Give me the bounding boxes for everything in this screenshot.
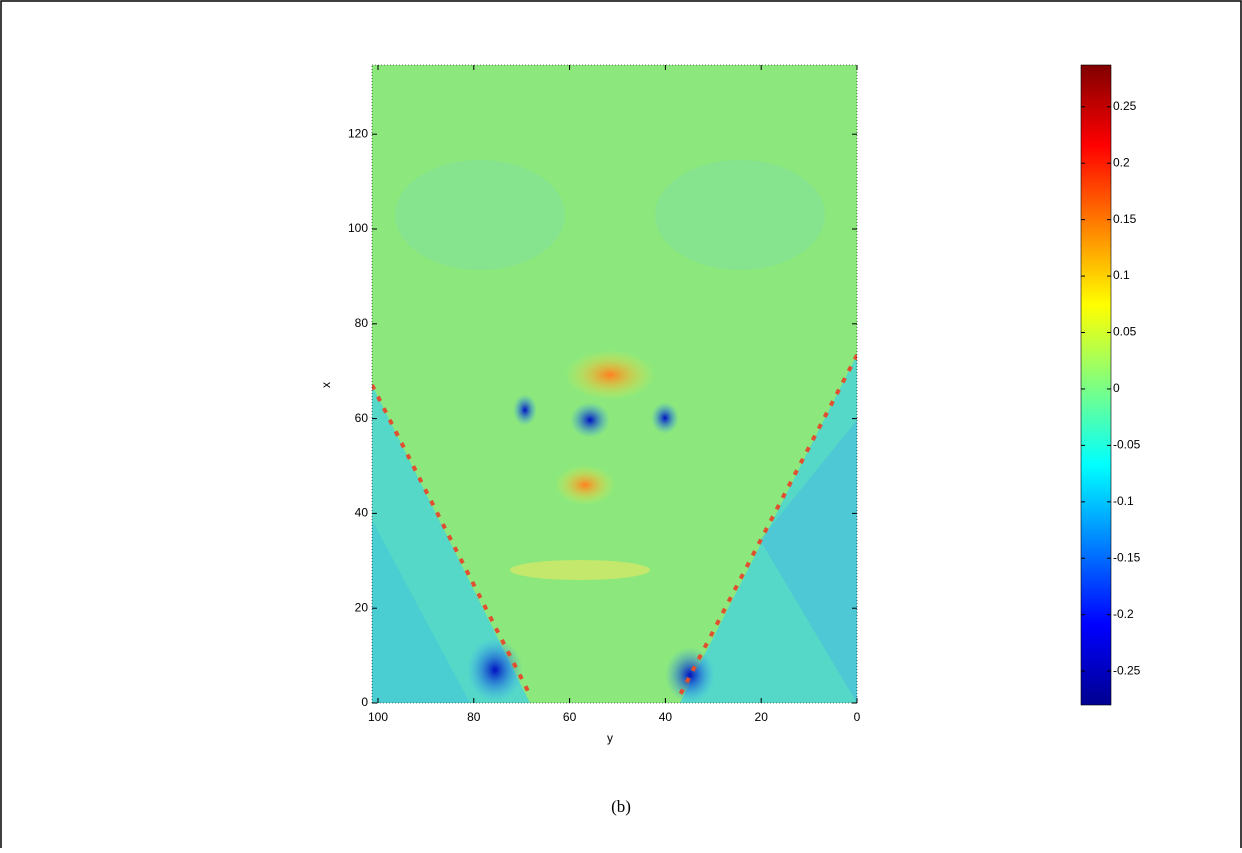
x-axis-label: y bbox=[607, 731, 613, 745]
colorbar-tick-label: 0.1 bbox=[1113, 268, 1130, 282]
x-tick-label: 80 bbox=[467, 710, 481, 724]
colorbar-tick-label: 0.25 bbox=[1113, 99, 1137, 113]
x-tick-label: 20 bbox=[755, 710, 769, 724]
y-tick-label: 0 bbox=[361, 695, 368, 709]
y-tick-label: 120 bbox=[348, 126, 368, 140]
y-tick-label: 60 bbox=[355, 411, 369, 425]
y-tick-label: 40 bbox=[355, 506, 369, 520]
x-tick-label: 60 bbox=[563, 710, 577, 724]
colorbar-tick-label: -0.15 bbox=[1113, 550, 1141, 564]
colorbar bbox=[1080, 64, 1112, 706]
x-tick-label: 100 bbox=[368, 710, 388, 724]
heatmap-image bbox=[372, 65, 857, 703]
plot-border bbox=[371, 64, 858, 704]
colorbar-tick-label: 0.05 bbox=[1113, 325, 1137, 339]
y-axis-label: x bbox=[319, 382, 333, 388]
colorbar-tick-label: 0.2 bbox=[1113, 155, 1130, 169]
y-tick-label: 20 bbox=[355, 600, 369, 614]
colorbar-tick-label: -0.1 bbox=[1113, 494, 1134, 508]
colorbar-tick-label: -0.2 bbox=[1113, 607, 1134, 621]
colorbar-tick-label: -0.25 bbox=[1113, 663, 1141, 677]
colorbar-tick-label: 0.15 bbox=[1113, 212, 1137, 226]
y-tick-label: 80 bbox=[355, 316, 369, 330]
y-tick-label: 100 bbox=[348, 221, 368, 235]
x-tick-label: 0 bbox=[854, 710, 861, 724]
colorbar-tick-label: -0.05 bbox=[1113, 438, 1141, 452]
caption: (b) bbox=[611, 797, 631, 816]
colorbar-tick-label: 0 bbox=[1113, 381, 1120, 395]
x-tick-label: 40 bbox=[659, 710, 673, 724]
